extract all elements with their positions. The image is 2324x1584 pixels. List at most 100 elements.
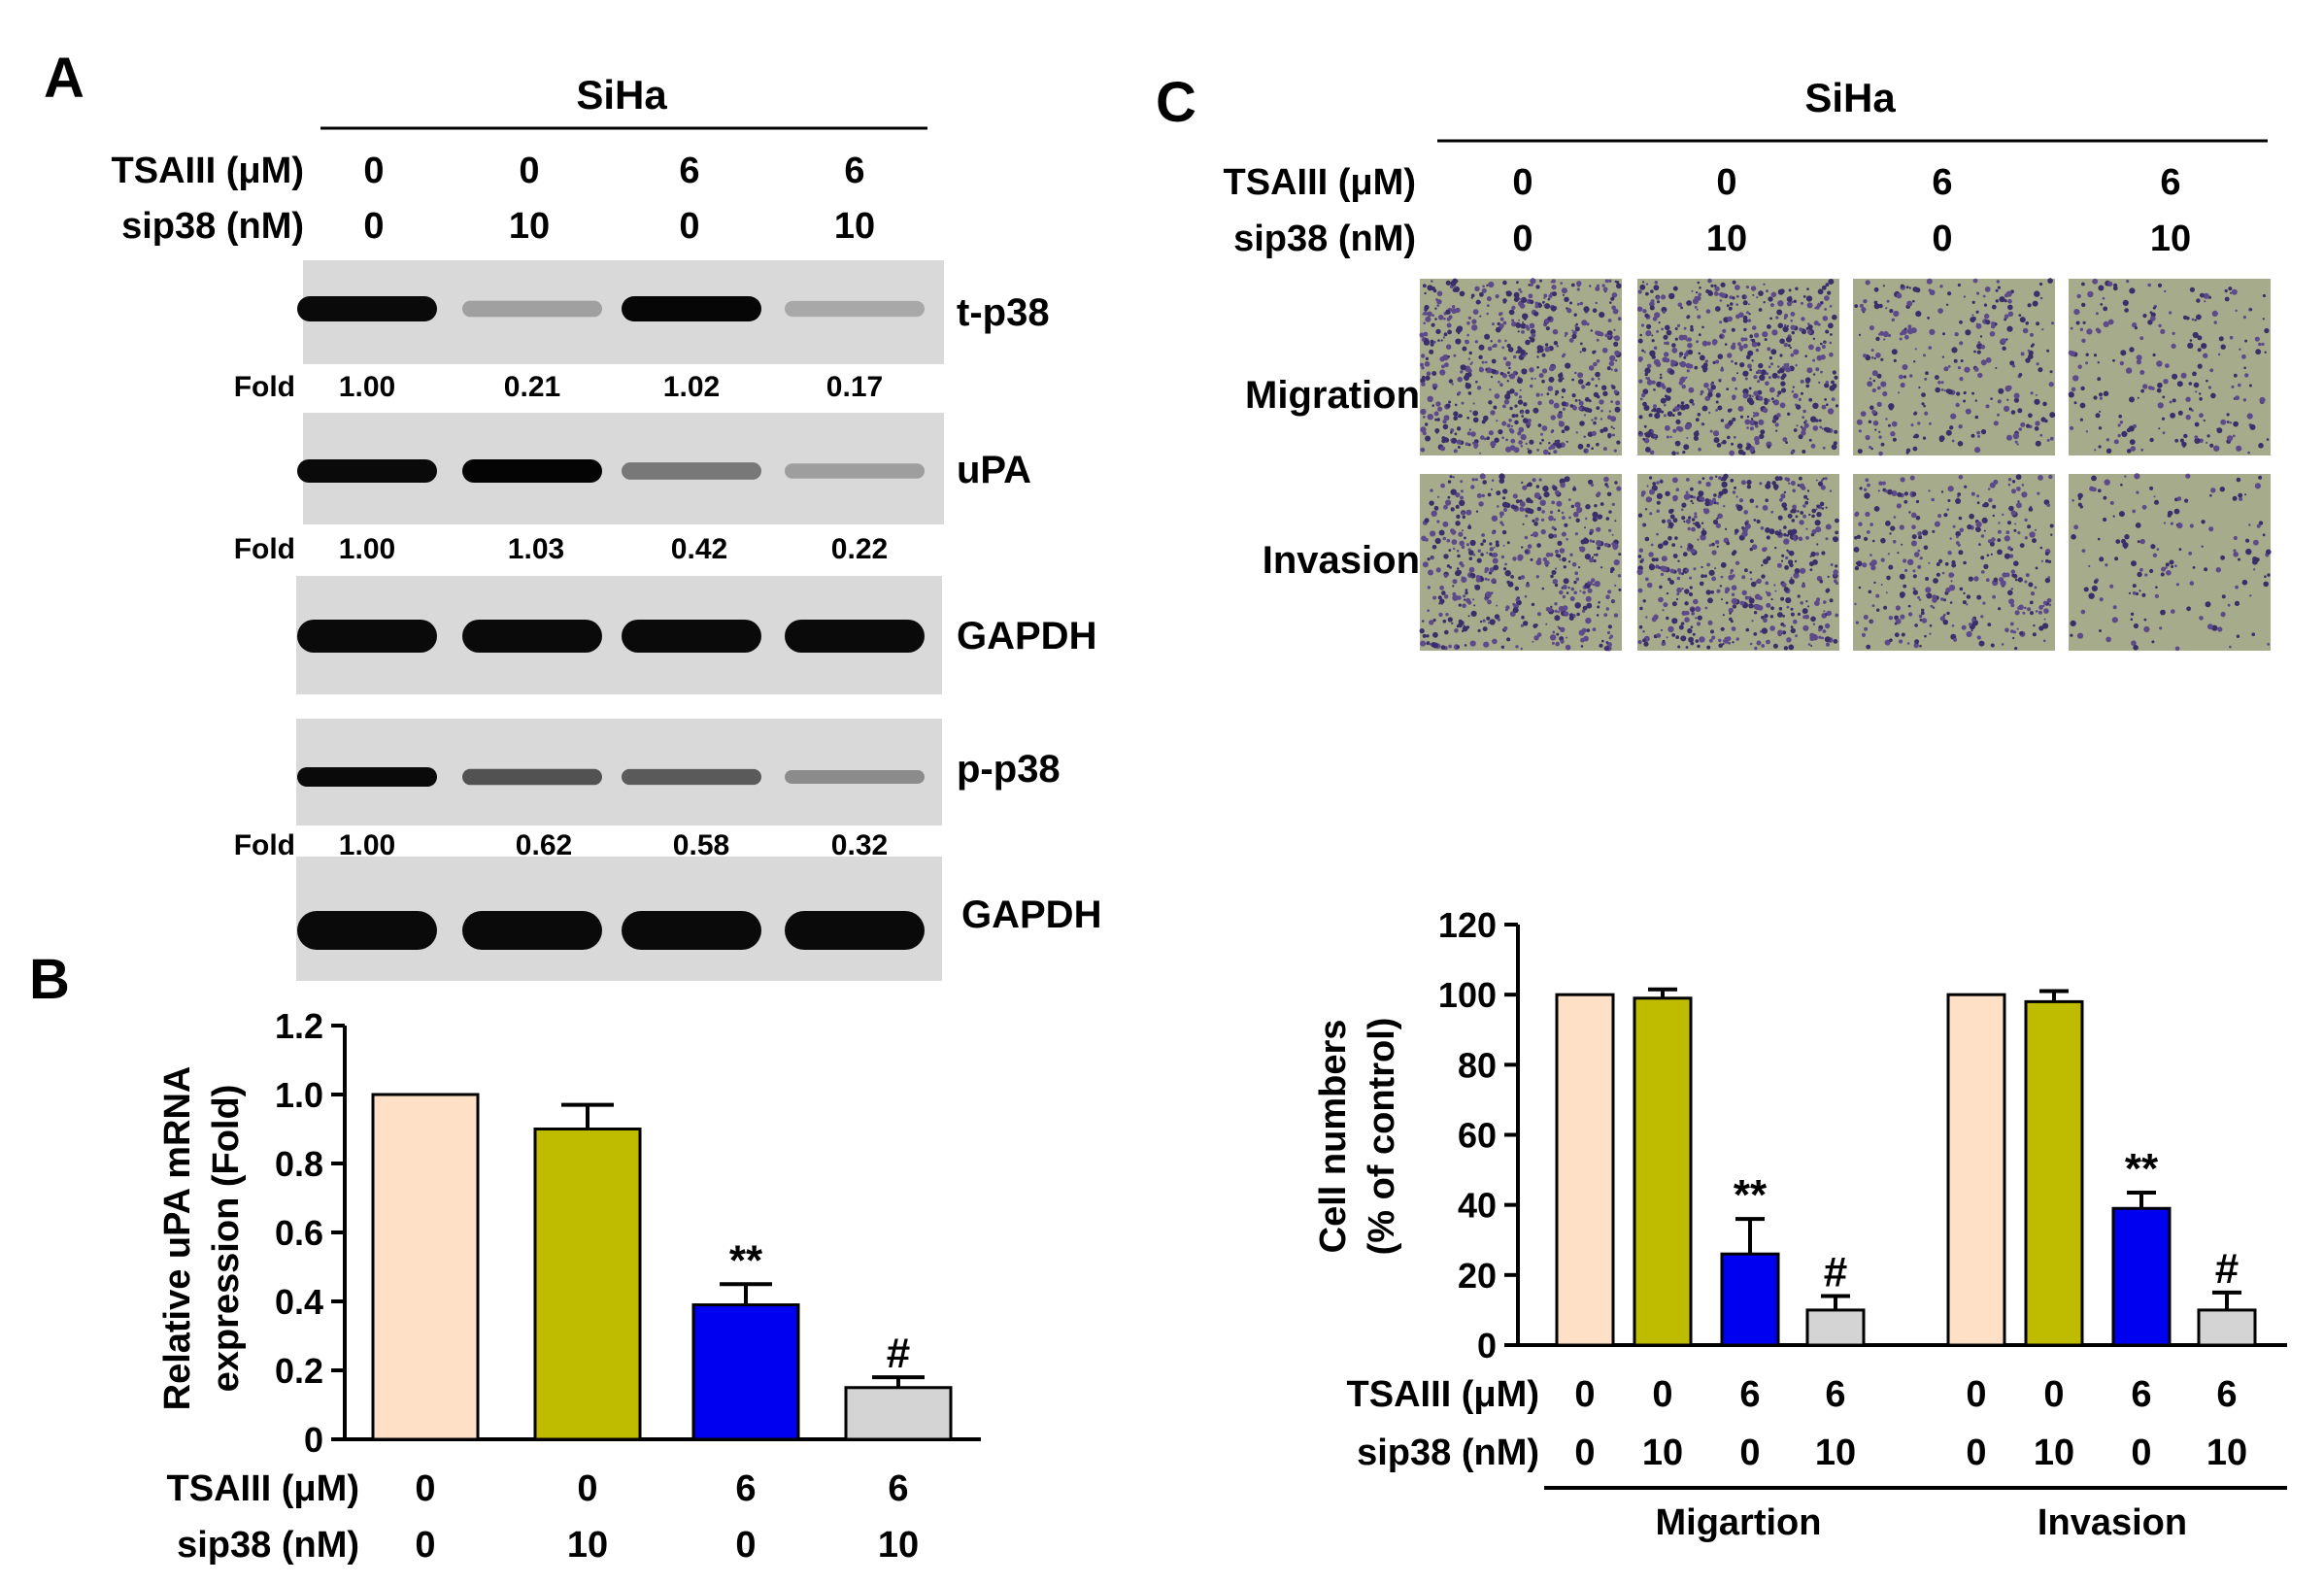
stained-cell (1595, 553, 1599, 556)
stained-cell (1455, 570, 1462, 577)
stained-cell (1427, 609, 1430, 612)
stained-cell (1463, 598, 1466, 601)
stained-cell (2017, 577, 2023, 583)
stained-cell (2115, 539, 2121, 544)
stained-cell (1915, 499, 1920, 504)
stained-cell (1856, 534, 1862, 539)
stained-cell (1587, 581, 1591, 585)
stained-cell (2024, 518, 2028, 522)
stained-cell (1644, 536, 1650, 542)
stained-cell (1835, 564, 1838, 568)
stained-cell (1561, 401, 1566, 407)
stained-cell (1752, 293, 1755, 296)
stained-cell (2129, 347, 2135, 353)
stained-cell (2046, 597, 2052, 603)
stained-cell (1425, 435, 1431, 442)
stained-cell (2098, 445, 2102, 449)
stained-cell (1893, 516, 1897, 519)
stained-cell (1774, 530, 1780, 536)
stained-cell (1459, 620, 1465, 626)
stained-cell (1443, 415, 1450, 421)
stained-cell (1824, 383, 1830, 388)
stained-cell (1600, 409, 1603, 413)
stained-cell (1787, 412, 1791, 416)
stained-cell (1888, 616, 1894, 621)
stained-cell (1730, 344, 1736, 351)
stained-cell (1655, 361, 1662, 367)
stained-cell (1704, 498, 1710, 503)
stained-cell (1813, 320, 1819, 326)
stained-cell (1680, 635, 1687, 642)
microscopy-image (1419, 473, 1622, 652)
blot-band (297, 620, 437, 653)
panel-c-row-label-tsaiii: TSAIII (μM) (1224, 162, 1416, 203)
stained-cell (1432, 595, 1437, 600)
stained-cell (2189, 339, 2193, 342)
stained-cell (1558, 373, 1564, 379)
stained-cell (2038, 610, 2042, 615)
stained-cell (2091, 475, 2097, 482)
stained-cell (1677, 302, 1683, 308)
fold-value: 0.17 (826, 371, 883, 403)
stained-cell (1596, 338, 1600, 342)
stained-cell (2166, 570, 2172, 576)
stained-cell (1645, 616, 1648, 619)
stained-cell (1820, 370, 1823, 374)
stained-cell (1726, 388, 1730, 390)
stained-cell (1903, 491, 1908, 496)
stained-cell (2107, 319, 2114, 325)
stained-cell (1958, 516, 1963, 521)
stained-cell (1511, 319, 1515, 322)
stained-cell (1578, 406, 1583, 411)
stained-cell (2262, 318, 2265, 320)
chart-c-bar (1555, 993, 1615, 1347)
stained-cell (1721, 481, 1728, 489)
stained-cell (1643, 351, 1646, 354)
stained-cell (1653, 404, 1657, 409)
stained-cell (1750, 581, 1757, 588)
stained-cell (2012, 573, 2018, 579)
stained-cell (2147, 386, 2153, 390)
stained-cell (1793, 349, 1800, 355)
stained-cell (1429, 500, 1434, 506)
stained-cell (2035, 610, 2038, 613)
stained-cell (1608, 410, 1612, 413)
stained-cell (1529, 299, 1532, 303)
stained-cell (1695, 617, 1698, 620)
stained-cell (1976, 594, 1982, 600)
stained-cell (1456, 567, 1460, 570)
stained-cell (1779, 354, 1783, 357)
stained-cell (1921, 608, 1925, 612)
chart-c-significance-mark: # (1824, 1248, 1847, 1296)
stained-cell (1445, 280, 1451, 286)
stained-cell (1911, 524, 1916, 529)
stained-cell (1867, 483, 1870, 488)
stained-cell (1692, 402, 1695, 406)
stained-cell (2133, 623, 2139, 629)
stained-cell (1560, 282, 1563, 285)
stained-cell (1790, 607, 1794, 611)
chart-b-y-tick-label: 0 (304, 1420, 323, 1460)
stained-cell (1524, 324, 1530, 329)
stained-cell (2073, 309, 2080, 316)
stained-cell (2209, 368, 2214, 373)
stained-cell (1656, 481, 1660, 485)
stained-cell (1904, 568, 1908, 573)
stained-cell (1780, 493, 1786, 499)
stained-cell (1649, 512, 1653, 516)
stained-cell (1579, 351, 1582, 354)
stained-cell (1964, 485, 1968, 489)
stained-cell (1593, 361, 1598, 367)
stained-cell (2227, 603, 2231, 607)
stained-cell (1772, 399, 1780, 406)
stained-cell (1691, 518, 1696, 522)
stained-cell (1824, 398, 1827, 401)
stained-cell (1766, 289, 1768, 293)
stained-cell (1792, 489, 1796, 493)
stained-cell (1462, 515, 1466, 520)
stained-cell (1798, 434, 1803, 440)
stained-cell (1947, 291, 1952, 296)
stained-cell (2134, 326, 2138, 330)
stained-cell (1590, 329, 1594, 332)
stained-cell (1649, 450, 1655, 455)
